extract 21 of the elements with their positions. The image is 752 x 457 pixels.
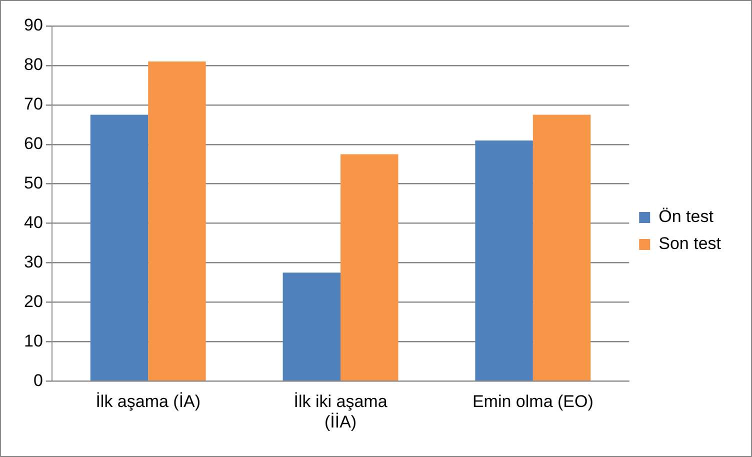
y-tick-label: 70 — [24, 94, 43, 114]
bar — [475, 140, 533, 381]
bar — [340, 154, 398, 381]
y-tick-label: 0 — [33, 370, 43, 390]
y-tick-label: 10 — [24, 331, 43, 350]
y-tick-label: 80 — [24, 55, 43, 74]
bar — [282, 272, 341, 381]
x-tick-label: İlk iki aşama (İİA) — [294, 392, 388, 432]
x-tick-label: İlk aşama (İA) — [96, 392, 201, 412]
bar — [90, 114, 148, 381]
y-tick-label: 50 — [24, 174, 43, 193]
y-tick-label: 40 — [24, 213, 43, 232]
y-tick-label: 60 — [24, 134, 43, 154]
bar — [148, 62, 206, 381]
y-tick-label: 30 — [24, 252, 43, 272]
x-tick-label: Emin olma (EO) — [472, 392, 594, 412]
legend-label: Son test — [658, 234, 722, 254]
bar — [532, 114, 591, 381]
y-tick-label: 20 — [24, 292, 43, 311]
y-tick-label: 90 — [24, 16, 43, 35]
legend-label: Ön test — [658, 207, 714, 226]
